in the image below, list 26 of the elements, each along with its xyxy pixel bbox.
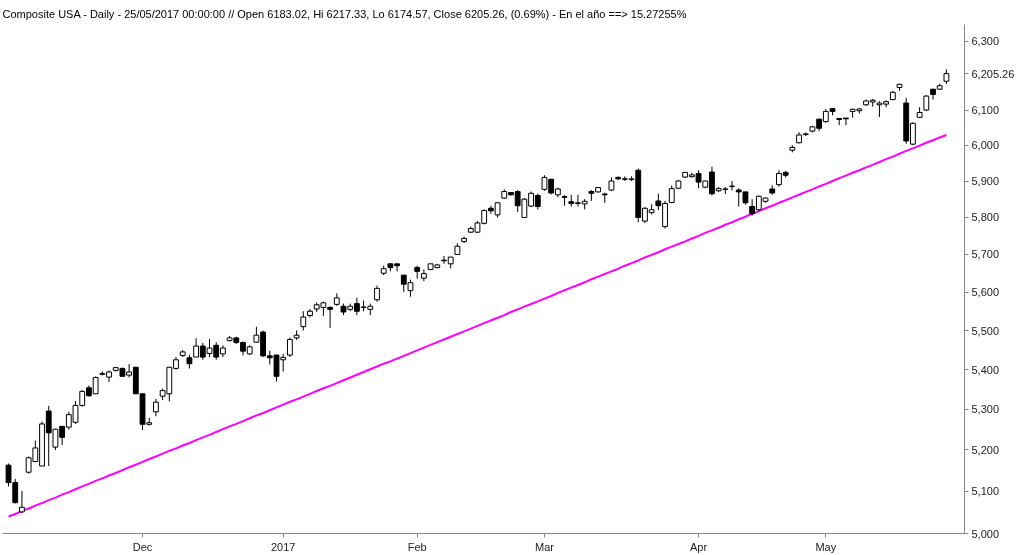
x-tick-label: Mar bbox=[534, 540, 555, 553]
chart-title: Composite USA - Daily - 25/05/2017 00:00:00 // Open 6183.02, Hi 6217.33, Lo 6174.57, Close 6205.26, (0.69%) - En el año ==> 15.27255% bbox=[2, 7, 687, 20]
line-series bbox=[7, 133, 948, 518]
candlestick bbox=[729, 180, 735, 191]
y-tick-label: 5,400 bbox=[971, 363, 1000, 376]
y-tick-label: 5,600 bbox=[971, 286, 1000, 299]
y-tick-label: 6,100 bbox=[971, 104, 1000, 117]
y-tick-label: 6,000 bbox=[971, 139, 1000, 152]
y-tick-label: 6,300 bbox=[971, 35, 1000, 48]
x-tick-label: Dec bbox=[132, 540, 153, 553]
y-tick-label: 5,900 bbox=[971, 175, 1000, 188]
y-tick-label: 5,300 bbox=[971, 403, 1000, 416]
y-tick-label: 5,000 bbox=[971, 527, 1000, 540]
x-tick-label: 2017 bbox=[270, 540, 296, 553]
y-tick-label: 5,500 bbox=[971, 324, 1000, 337]
x-tick-label: May bbox=[815, 540, 837, 553]
candlestick bbox=[420, 268, 427, 282]
x-tick-label: Feb bbox=[407, 540, 427, 553]
y-tick-label: 5,800 bbox=[971, 211, 1000, 224]
y-tick-label: 5,200 bbox=[971, 443, 1000, 456]
candlestick bbox=[300, 310, 307, 332]
x-tick-label: Apr bbox=[689, 540, 708, 553]
y-tick-label: 5,100 bbox=[971, 485, 1000, 498]
y-tick-label: 5,700 bbox=[971, 248, 1000, 261]
y-tick-label: 6,205.26 bbox=[971, 67, 1015, 80]
candlestick bbox=[286, 337, 293, 358]
